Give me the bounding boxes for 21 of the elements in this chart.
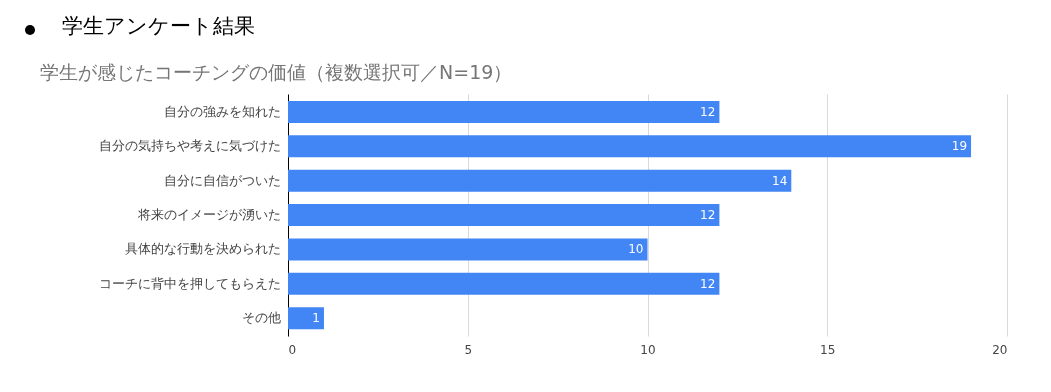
chart-subtitle: 学生が感じたコーチングの価値（複数選択可／N=19） <box>40 60 513 85</box>
x-tick-label: 20 <box>992 342 1008 357</box>
x-tick-label: 15 <box>820 342 836 357</box>
y-tick-label: コーチに背中を押してもらえた <box>98 275 281 291</box>
data-label: 1 <box>312 311 320 326</box>
x-tick-label: 5 <box>464 342 473 357</box>
data-label: 19 <box>951 139 968 154</box>
data-label: 10 <box>628 242 644 257</box>
data-label: 12 <box>700 208 716 222</box>
y-tick-label: 自分に自信がついた <box>163 172 281 188</box>
y-tick-label: その他 <box>241 310 281 326</box>
data-label: 14 <box>772 173 788 188</box>
y-tick-label: 具体的な行動を決められた <box>124 241 281 257</box>
y-tick-label: 自分の強みを知れた <box>163 103 281 119</box>
chart-title: 学生アンケート結果 <box>62 13 255 40</box>
data-label: 12 <box>700 276 716 291</box>
y-tick-label: 自分の気持ちや考えに気づけた <box>98 138 281 154</box>
x-tick-label: 0 <box>288 342 297 357</box>
data-label: 12 <box>700 104 716 119</box>
y-tick-label: 将来のイメージが湧いた <box>136 207 281 222</box>
x-tick-label: 10 <box>640 342 656 357</box>
